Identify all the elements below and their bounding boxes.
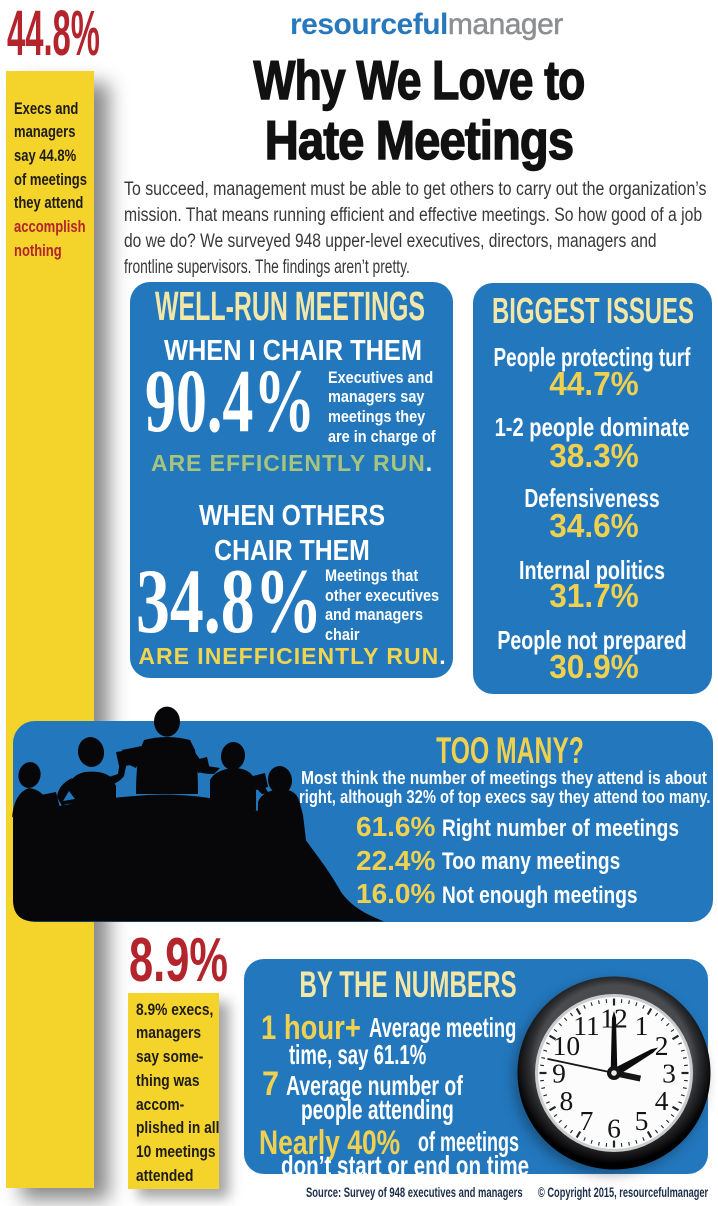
- svg-text:9: 9: [552, 1058, 566, 1089]
- svg-text:3: 3: [662, 1058, 676, 1089]
- svg-text:11: 11: [573, 1010, 599, 1041]
- svg-text:4: 4: [655, 1085, 669, 1116]
- svg-text:7: 7: [580, 1105, 594, 1136]
- svg-text:2: 2: [655, 1030, 669, 1061]
- svg-text:6: 6: [607, 1113, 621, 1144]
- svg-text:8: 8: [560, 1085, 574, 1116]
- svg-text:10: 10: [553, 1030, 581, 1061]
- svg-text:1: 1: [635, 1010, 649, 1041]
- svg-text:5: 5: [635, 1105, 649, 1136]
